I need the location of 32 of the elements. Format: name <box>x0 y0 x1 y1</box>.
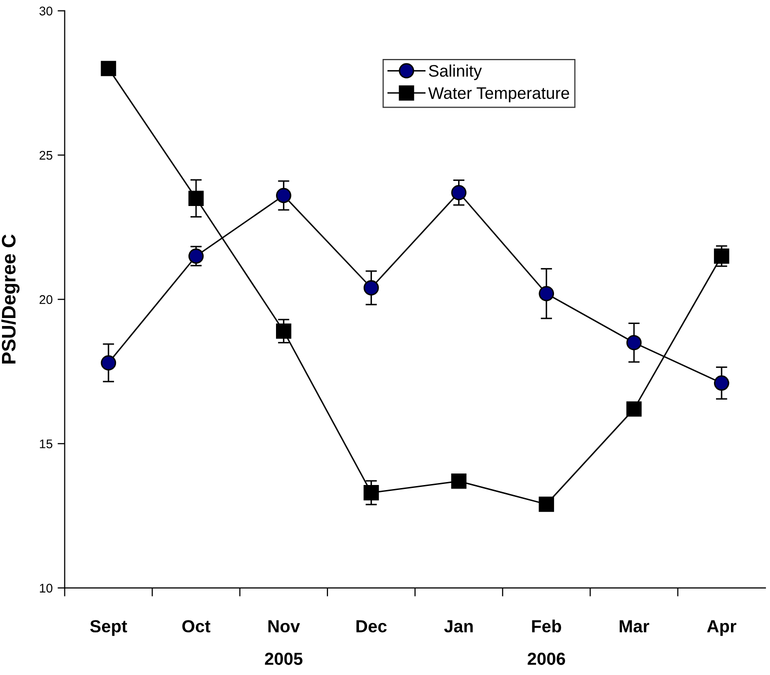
point <box>188 248 204 264</box>
x-tick-label: Mar <box>620 620 650 632</box>
x-tick-label: Apr <box>707 620 736 636</box>
y-tick-label: 25 <box>40 150 52 160</box>
y-tick-label: 20 <box>40 295 52 304</box>
y-tick-label: 10 <box>40 584 52 593</box>
x-tick-label: Feb 2006 <box>528 620 566 665</box>
x-tick-label: Sept <box>90 620 128 636</box>
point <box>276 323 292 339</box>
point <box>188 190 204 206</box>
point <box>100 355 116 370</box>
point <box>451 474 466 489</box>
x-tick-label: Dec <box>356 620 387 632</box>
point <box>364 280 379 296</box>
legend-label: Salinity <box>428 64 482 80</box>
point <box>364 485 379 500</box>
y-tick-label: 15 <box>40 440 52 448</box>
point <box>276 188 292 204</box>
x-tick-label: Jan <box>444 620 473 632</box>
y-tick-label: 30 <box>39 6 52 16</box>
point <box>538 286 554 302</box>
x-tick-label: Oct <box>182 620 210 632</box>
point <box>626 401 642 417</box>
legend-label: Water Temperature <box>428 87 570 102</box>
point <box>538 496 554 512</box>
point <box>451 184 466 200</box>
x-tick-label: Nov 2005 <box>264 620 302 665</box>
point <box>714 375 730 391</box>
point <box>626 335 642 350</box>
point <box>100 60 116 76</box>
y-axis-title: PSU/Degree C <box>1 234 20 364</box>
point <box>714 248 730 264</box>
